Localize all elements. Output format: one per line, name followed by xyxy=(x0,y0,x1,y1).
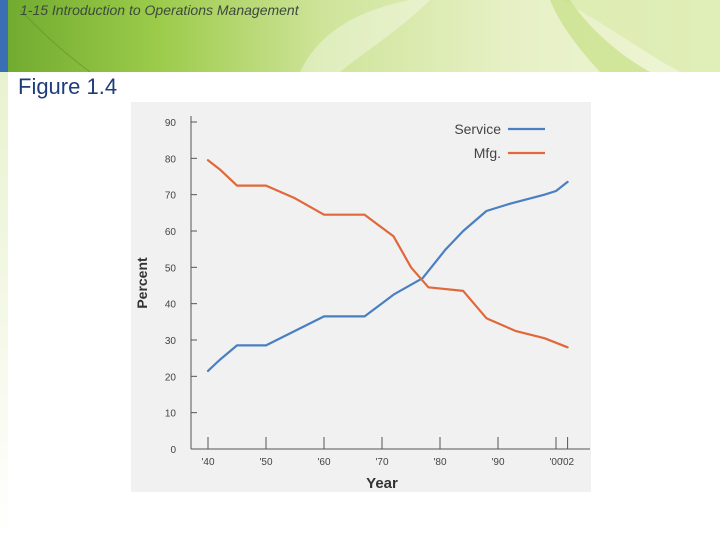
legend-label: Mfg. xyxy=(474,145,501,161)
slide-header: 1-15 Introduction to Operations Manageme… xyxy=(0,0,720,72)
chart-panel: 0 10 20 30 40 50 60 70 80 90 '40 '50 '60 '70 '80 '90 '0… xyxy=(131,102,591,492)
y-tick-label: 20 xyxy=(165,372,177,383)
x-tick-label: '60 xyxy=(317,457,330,468)
line-chart: 0 10 20 30 40 50 60 70 80 90 '40 '50 '60 '70 '80 '90 '0… xyxy=(134,116,590,492)
x-tick-label: '70 xyxy=(375,457,388,468)
x-tick-label: '90 xyxy=(491,457,504,468)
side-strip xyxy=(0,72,8,540)
header-accent-bar xyxy=(0,0,8,72)
x-tick-label: '00 xyxy=(549,457,562,468)
y-tick-label: 70 xyxy=(165,191,177,202)
x-tick-label: '50 xyxy=(259,457,272,468)
y-tick-label: 60 xyxy=(165,227,177,238)
x-tick-label: '02 xyxy=(561,457,574,468)
y-tick-label: 0 xyxy=(170,445,176,456)
y-tick-label: 80 xyxy=(165,154,177,165)
x-tick-label: '80 xyxy=(433,457,446,468)
chart-axes xyxy=(190,116,590,450)
figure-label: Figure 1.4 xyxy=(18,74,118,99)
y-tick-label: 10 xyxy=(165,409,177,420)
legend-label: Service xyxy=(454,121,501,137)
series-line-mfg xyxy=(206,159,569,349)
x-axis-ticks: '40 '50 '60 '70 '80 '90 '00'02 xyxy=(201,437,575,468)
y-axis-label: Percent xyxy=(134,257,150,309)
leaf-decoration xyxy=(19,0,720,72)
chart-legend: Service Mfg. xyxy=(454,121,545,161)
y-tick-label: 30 xyxy=(165,336,177,347)
y-tick-label: 90 xyxy=(165,118,177,129)
x-axis-label: Year xyxy=(366,475,398,492)
chart-series xyxy=(206,159,569,372)
slide-title: 1-15 Introduction to Operations Manageme… xyxy=(20,2,299,18)
x-tick-label: '40 xyxy=(201,457,214,468)
y-tick-label: 40 xyxy=(165,300,177,311)
series-line-service xyxy=(206,180,569,372)
y-tick-label: 50 xyxy=(165,263,177,274)
y-axis-ticks: 0 10 20 30 40 50 60 70 80 90 xyxy=(165,118,197,456)
